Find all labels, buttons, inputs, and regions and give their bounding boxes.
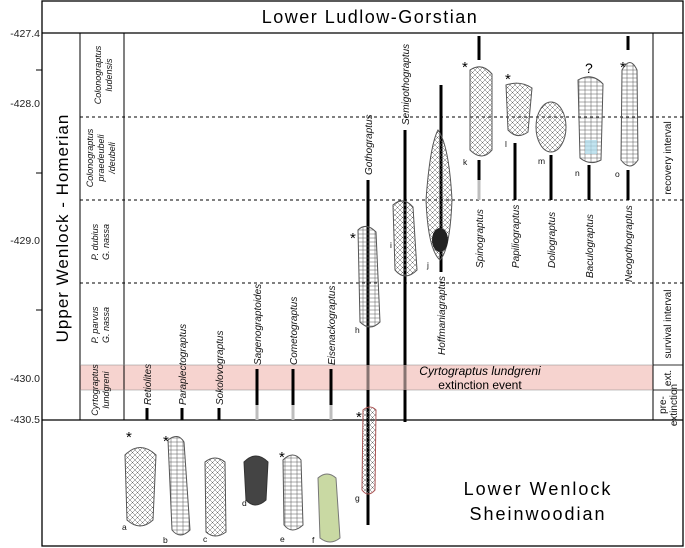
genus-label-gothograptus: Gothograptus — [364, 114, 375, 175]
genus-label-sagenograptoides: Sagenograptoides — [253, 284, 264, 365]
fossil-m — [535, 101, 567, 153]
extinction-label-event: extinction event — [438, 378, 522, 392]
fossil-c — [204, 457, 227, 537]
fossil-l — [505, 82, 533, 136]
asterisk-e: * — [279, 449, 285, 466]
fossil-i — [392, 200, 418, 277]
asterisk-h: * — [350, 230, 356, 247]
fossil-o — [620, 62, 639, 167]
y-axis: -427.4 -428.0 -429.0 -430.0 -430.5 — [10, 28, 42, 426]
fossil-g — [361, 406, 377, 495]
genus-label-spinograptus: Spinograptus — [475, 209, 486, 268]
fossil-specimens-lower: * a * b c d * e f * g — [122, 406, 377, 545]
zone-labels: Colonograptusludensis Colonograptuspraed… — [85, 45, 117, 416]
genus-label-hoffmaniagraptus: Hoffmaniagraptus — [437, 276, 448, 355]
letter-c: c — [203, 534, 208, 544]
fossil-j — [425, 129, 453, 261]
letter-g: g — [355, 493, 360, 503]
genus-label-doliograptus: Doliograptus — [547, 212, 558, 268]
genus-label-paraplectograptus: Paraplectograptus — [178, 324, 189, 405]
left-axis-title: Upper Wenlock - Homerian — [53, 114, 72, 343]
fossil-j-dark — [432, 228, 448, 252]
extinction-label-taxon: Cyrtograptus lundgreni — [419, 364, 541, 378]
recovery-interval-label: recovery interval — [663, 121, 674, 194]
genus-label-cometograptus: Cometograptus — [289, 297, 300, 365]
fossil-k — [469, 66, 493, 157]
zone-label-ludensis: Colonograptusludensis — [93, 45, 114, 104]
letter-a: a — [122, 522, 127, 532]
letter-f: f — [312, 535, 315, 545]
survival-interval-label: survival interval — [663, 290, 674, 359]
genus-label-eisenackograptus: Eisenackograptus — [327, 286, 338, 366]
fossil-d — [243, 455, 269, 506]
question-mark-n: ? — [585, 60, 593, 76]
fossil-n-highlight — [585, 140, 597, 154]
letter-j: j — [426, 260, 429, 270]
letter-o: o — [615, 169, 620, 179]
genus-label-baculograptus: Baculograptus — [585, 214, 596, 278]
y-tick-label: -427.4 — [10, 28, 40, 40]
letter-m: m — [538, 156, 545, 166]
asterisk-k: * — [462, 59, 468, 76]
letter-n: n — [575, 168, 580, 178]
fossil-b — [167, 436, 191, 536]
zone-label-dubius: P. dubiusG. nassa — [90, 223, 111, 260]
letter-i: i — [390, 240, 392, 250]
letter-e: e — [280, 534, 285, 544]
bottom-title-line2: Sheinwoodian — [469, 504, 606, 524]
asterisk-l: * — [505, 71, 511, 88]
bottom-title-line1: Lower Wenlock — [464, 479, 613, 499]
genus-label-sokolovograptus: Sokolovograptus — [215, 331, 226, 406]
letter-b: b — [163, 535, 168, 545]
pre-extinction-label: pre-extinction — [658, 384, 680, 426]
genus-labels: Retiolites Paraplectograptus Sokolovogra… — [143, 44, 635, 405]
fossil-specimens-upper: * h i j * k * l m ? n * o — [350, 59, 639, 335]
asterisk-b: * — [163, 433, 169, 450]
zone-label-parvus: P. parvusG. nassa — [90, 306, 111, 343]
asterisk-g: * — [356, 409, 362, 426]
y-tick-label: -429.0 — [10, 235, 40, 247]
ext-interval-label: ext. — [663, 370, 674, 386]
letter-l: l — [505, 139, 507, 149]
asterisk-a: * — [126, 429, 132, 446]
fossil-a — [124, 447, 157, 527]
fossil-h — [357, 226, 381, 328]
zone-label-praedeubeli: Colonograptuspraedeubeli/deubeli — [85, 128, 117, 187]
zone-label-lundgreni: Cyrtograptuslundgreni — [90, 364, 111, 416]
y-tick-label: -428.0 — [10, 98, 40, 110]
genus-label-semigothograptus: Semigothograptus — [401, 44, 412, 125]
top-title: Lower Ludlow-Gorstian — [262, 7, 479, 27]
y-tick-label: -430.0 — [10, 373, 40, 385]
genus-label-papiliograptus: Papiliograptus — [511, 205, 522, 268]
genus-label-neogothograptus: Neogothograptus — [624, 205, 635, 282]
genus-label-retiolites: Retiolites — [143, 364, 154, 405]
fossil-f — [317, 473, 341, 543]
letter-h: h — [355, 325, 360, 335]
asterisk-o: * — [620, 59, 626, 76]
y-tick-label: -430.5 — [10, 414, 40, 426]
fossil-e — [282, 454, 304, 531]
letter-k: k — [463, 157, 468, 167]
letter-d: d — [242, 498, 247, 508]
chart-frame — [41, 0, 684, 547]
